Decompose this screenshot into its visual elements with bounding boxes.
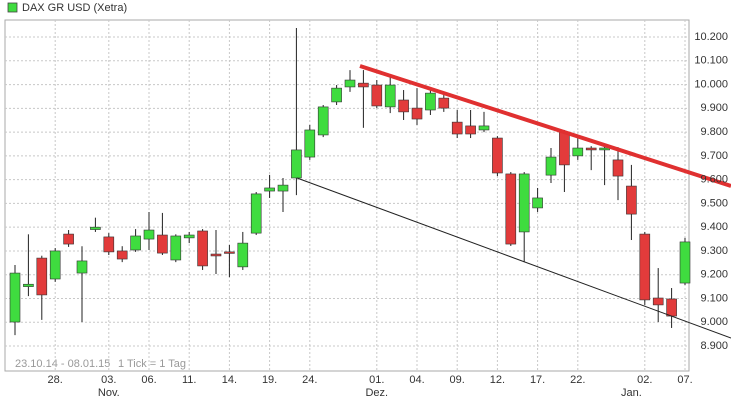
x-month-label: Dez.	[365, 387, 388, 399]
candle-body	[291, 149, 302, 179]
y-tick-label: 9.000	[700, 316, 728, 328]
tick-note: 1 Tick = 1 Tag	[118, 358, 186, 370]
y-tick-label: 9.800	[700, 126, 728, 138]
candle-body	[411, 107, 423, 120]
candle-body	[505, 173, 517, 245]
candle-body	[585, 147, 597, 151]
x-tick-label: 17.	[530, 374, 545, 386]
y-tick-label: 9.900	[700, 102, 728, 114]
candle-body	[545, 156, 557, 176]
candle-body	[612, 159, 624, 177]
trend-line-red	[359, 64, 731, 188]
candle-body	[49, 250, 61, 280]
legend-label: DAX GR USD (Xetra)	[22, 2, 127, 14]
candle-body	[23, 283, 34, 287]
candle-body	[465, 125, 476, 135]
candle-body	[492, 137, 503, 174]
candle-body	[250, 193, 262, 234]
candle-body	[451, 121, 463, 135]
x-tick-label: 03.	[101, 374, 116, 386]
candle-body	[36, 257, 48, 296]
candle-body	[277, 184, 289, 192]
plot-frame	[4, 19, 690, 372]
candle-body	[331, 87, 342, 103]
x-tick-label: 12.	[490, 374, 505, 386]
candle-body	[398, 99, 409, 113]
x-tick-label: 04.	[409, 374, 424, 386]
candle-body	[130, 235, 141, 251]
candle-body	[425, 92, 436, 111]
candle-body	[63, 233, 74, 245]
candle-body	[572, 147, 584, 157]
date-range: 23.10.14 - 08.01.15	[15, 358, 110, 370]
candle-body	[679, 241, 691, 284]
x-tick-label: 07.	[677, 374, 692, 386]
candle-body	[210, 253, 222, 257]
grid-layer	[5, 20, 689, 371]
y-tick-label: 10.100	[694, 55, 728, 67]
candle-body	[224, 251, 235, 254]
candle-body	[170, 235, 182, 261]
x-tick-label: 01.	[369, 374, 384, 386]
y-tick-label: 10.000	[694, 78, 728, 90]
candle-body	[358, 82, 369, 88]
candle-body	[157, 234, 168, 254]
candle-body	[197, 230, 208, 267]
candle-body	[183, 234, 195, 239]
candle-body	[652, 297, 664, 306]
y-tick-label: 9.400	[700, 221, 728, 233]
trend-line-black	[296, 177, 731, 339]
x-tick-label: 09.	[450, 374, 465, 386]
x-month-label: Nov.	[98, 387, 120, 399]
x-tick-label: 14.	[222, 374, 237, 386]
y-tick-label: 9.300	[700, 245, 728, 257]
x-tick-label: 22.	[570, 374, 585, 386]
candle-body	[116, 250, 128, 260]
candle-body	[384, 84, 396, 108]
x-month-label: Jan.	[621, 387, 642, 399]
candle-body	[599, 147, 610, 151]
candle-body	[438, 97, 450, 109]
x-tick-label: 28.	[48, 374, 63, 386]
candle-body	[666, 298, 677, 317]
candle-body	[264, 187, 275, 192]
candle-body	[532, 197, 543, 209]
x-tick-label: 19.	[262, 374, 277, 386]
candle-body	[143, 229, 155, 240]
x-tick-label: 11.	[182, 374, 196, 386]
candle-body	[103, 236, 115, 253]
x-tick-label: 02.	[637, 374, 652, 386]
candle-body	[237, 242, 249, 268]
candle-body	[317, 106, 329, 136]
candle-body	[478, 125, 490, 131]
y-tick-label: 9.200	[700, 269, 728, 281]
marks-layer	[9, 27, 691, 336]
candle-body	[304, 129, 316, 158]
candle-body	[9, 272, 21, 323]
candle-body	[76, 260, 88, 274]
candle-body	[639, 233, 651, 301]
y-tick-label: 9.100	[700, 292, 728, 304]
legend-swatch	[7, 2, 18, 13]
candle-body	[371, 84, 383, 107]
x-tick-label: 24.	[302, 374, 317, 386]
y-tick-label: 8.900	[700, 340, 728, 352]
candle-body	[559, 131, 570, 166]
candle-body	[518, 173, 530, 233]
candle-body	[90, 226, 101, 230]
y-tick-label: 9.600	[700, 174, 728, 186]
x-tick-label: 06.	[141, 374, 156, 386]
y-tick-label: 9.500	[700, 197, 728, 209]
candle-body	[626, 185, 637, 215]
candle-body	[344, 79, 356, 88]
y-tick-label: 9.700	[700, 150, 728, 162]
y-tick-label: 10.200	[694, 31, 728, 43]
